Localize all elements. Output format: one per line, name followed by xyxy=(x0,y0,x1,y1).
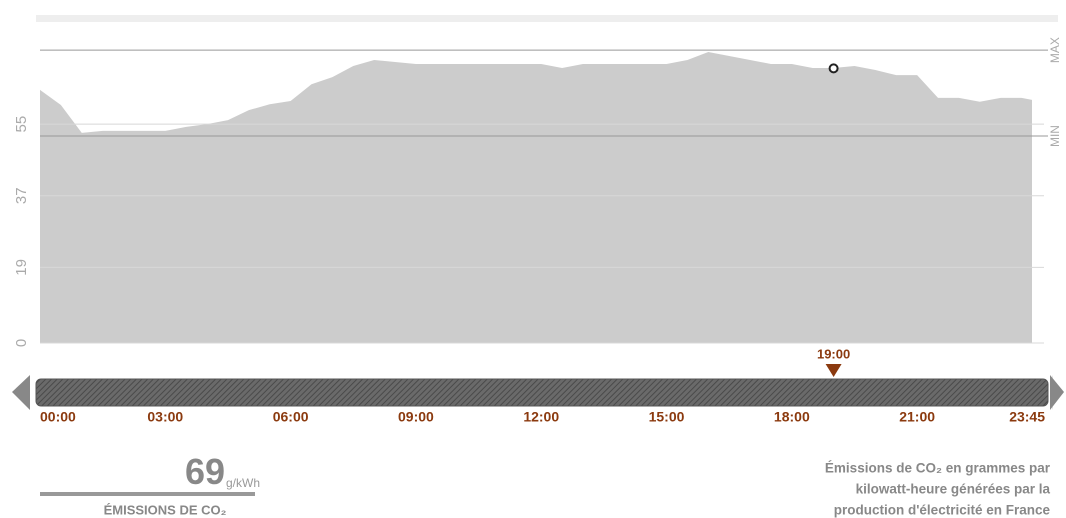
y-tick-label: 37 xyxy=(13,187,30,204)
y-tick-label: 0 xyxy=(13,339,30,347)
value-number: 69 xyxy=(185,451,225,492)
caption-line: production d'électricité en France xyxy=(834,503,1051,518)
x-tick-label: 15:00 xyxy=(649,409,685,425)
x-tick-label: 06:00 xyxy=(273,409,309,425)
x-tick-label: 03:00 xyxy=(147,409,183,425)
time-slider[interactable] xyxy=(35,378,1049,407)
x-tick-label: 23:45 xyxy=(1009,409,1045,425)
y-tick-label: 19 xyxy=(13,259,30,276)
top-bar xyxy=(36,15,1058,22)
slider-right-arrow-tip[interactable] xyxy=(1050,375,1064,410)
x-tick-label: 18:00 xyxy=(774,409,810,425)
caption-line: Émissions de CO₂ en grammes par xyxy=(825,461,1051,476)
value-label: ÉMISSIONS DE CO₂ xyxy=(104,502,227,517)
current-point xyxy=(828,63,839,74)
x-tick-label: 00:00 xyxy=(40,409,76,425)
x-tick-label: 21:00 xyxy=(899,409,935,425)
caption-line: kilowatt-heure générées par la xyxy=(856,482,1051,497)
reference-label: MIN xyxy=(1048,125,1062,147)
current-time-marker xyxy=(825,364,842,377)
x-tick-label: 09:00 xyxy=(398,409,434,425)
reference-label: MAX xyxy=(1048,37,1062,63)
current-value: 69 xyxy=(185,451,225,492)
x-tick-label: 12:00 xyxy=(523,409,559,425)
current-time-label: 19:00 xyxy=(817,346,850,361)
y-tick-label: 55 xyxy=(13,116,30,133)
value-unit: g/kWh xyxy=(226,476,260,490)
slider-left-arrow[interactable] xyxy=(12,375,30,410)
area xyxy=(40,52,1032,343)
